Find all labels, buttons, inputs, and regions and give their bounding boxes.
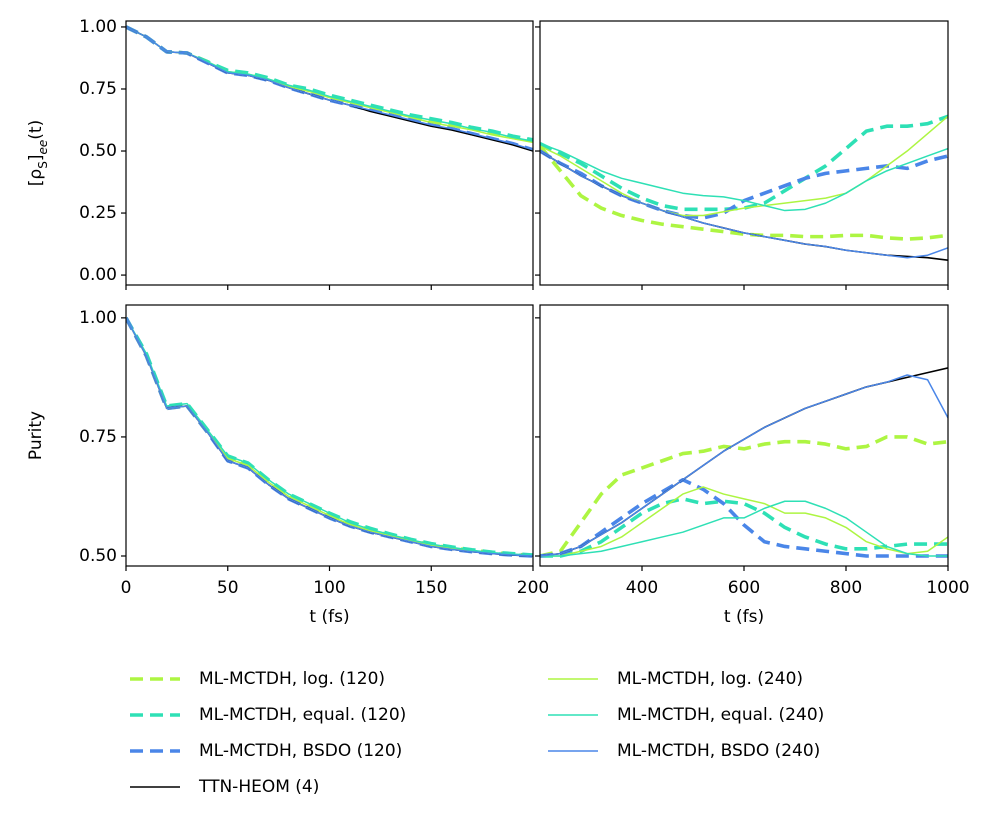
data-line [540,144,948,241]
data-line [126,317,533,556]
legend-label: ML-MCTDH, BSDO (120) [199,741,402,761]
plot-area [126,25,533,152]
data-line [126,317,533,557]
data-line [540,114,948,212]
x-axis-label: t (fs) [309,607,349,627]
y-axis-label-part: ee [36,140,50,155]
y-axis-label-part: [ρ [26,169,46,186]
data-line [540,435,948,558]
x-tick-label: 600 [728,578,760,598]
data-line [126,317,533,557]
y-tick-label: 0.75 [79,79,117,99]
data-line [540,500,948,557]
legend-label: ML-MCTDH, log. (240) [617,669,803,689]
y-axis-label-part: Purity [26,411,46,460]
data-line [540,486,948,557]
x-tick-label: 50 [217,578,239,598]
y-axis-label: [ρS]ee(t) [26,120,50,186]
data-line [126,26,533,151]
plot-area [126,316,533,558]
data-line [126,317,533,557]
y-tick-label: 0.75 [79,427,117,447]
plot-area [540,367,948,558]
y-axis-label: Purity [26,411,46,460]
panel-frame [125,304,534,567]
data-line [126,317,533,558]
legend-label: TTN-HEOM (4) [198,777,319,797]
data-line [540,150,948,259]
x-tick-label: 400 [626,578,658,598]
y-axis-label-part: (t) [26,120,46,140]
x-axis-label: t (fs) [724,607,764,627]
legend-label: ML-MCTDH, equal. (120) [199,705,406,725]
legend-label: ML-MCTDH, log. (120) [199,669,385,689]
y-tick-label: 1.00 [79,308,117,328]
y-tick-label: 0.50 [79,546,117,566]
data-line [540,142,948,212]
x-tick-label: 150 [415,578,447,598]
y-tick-label: 1.00 [79,17,117,37]
data-line [126,26,533,144]
data-line [540,115,948,217]
plot-area [540,114,948,261]
data-line [540,374,948,557]
data-line [126,25,533,152]
y-tick-label: 0.50 [79,141,117,161]
y-tick-label: 0.00 [79,265,117,285]
data-line [126,317,533,558]
data-line [126,25,533,143]
x-tick-label: 200 [517,578,549,598]
data-line [126,25,533,142]
x-tick-label: 800 [830,578,862,598]
legend-label: ML-MCTDH, equal. (240) [617,705,824,725]
data-line [540,367,948,557]
legend-label: ML-MCTDH, BSDO (240) [617,741,820,761]
y-axis-label-part: ] [26,155,46,162]
panel-frame [125,20,534,286]
data-line [540,497,948,558]
y-tick-label: 0.25 [79,203,117,223]
data-line [126,26,533,142]
panel-frame [539,20,949,286]
x-tick-label: 1000 [926,578,969,598]
data-line [540,477,948,558]
x-tick-label: 0 [121,578,132,598]
y-axis-label-part: S [36,161,50,169]
x-tick-label: 100 [313,578,345,598]
